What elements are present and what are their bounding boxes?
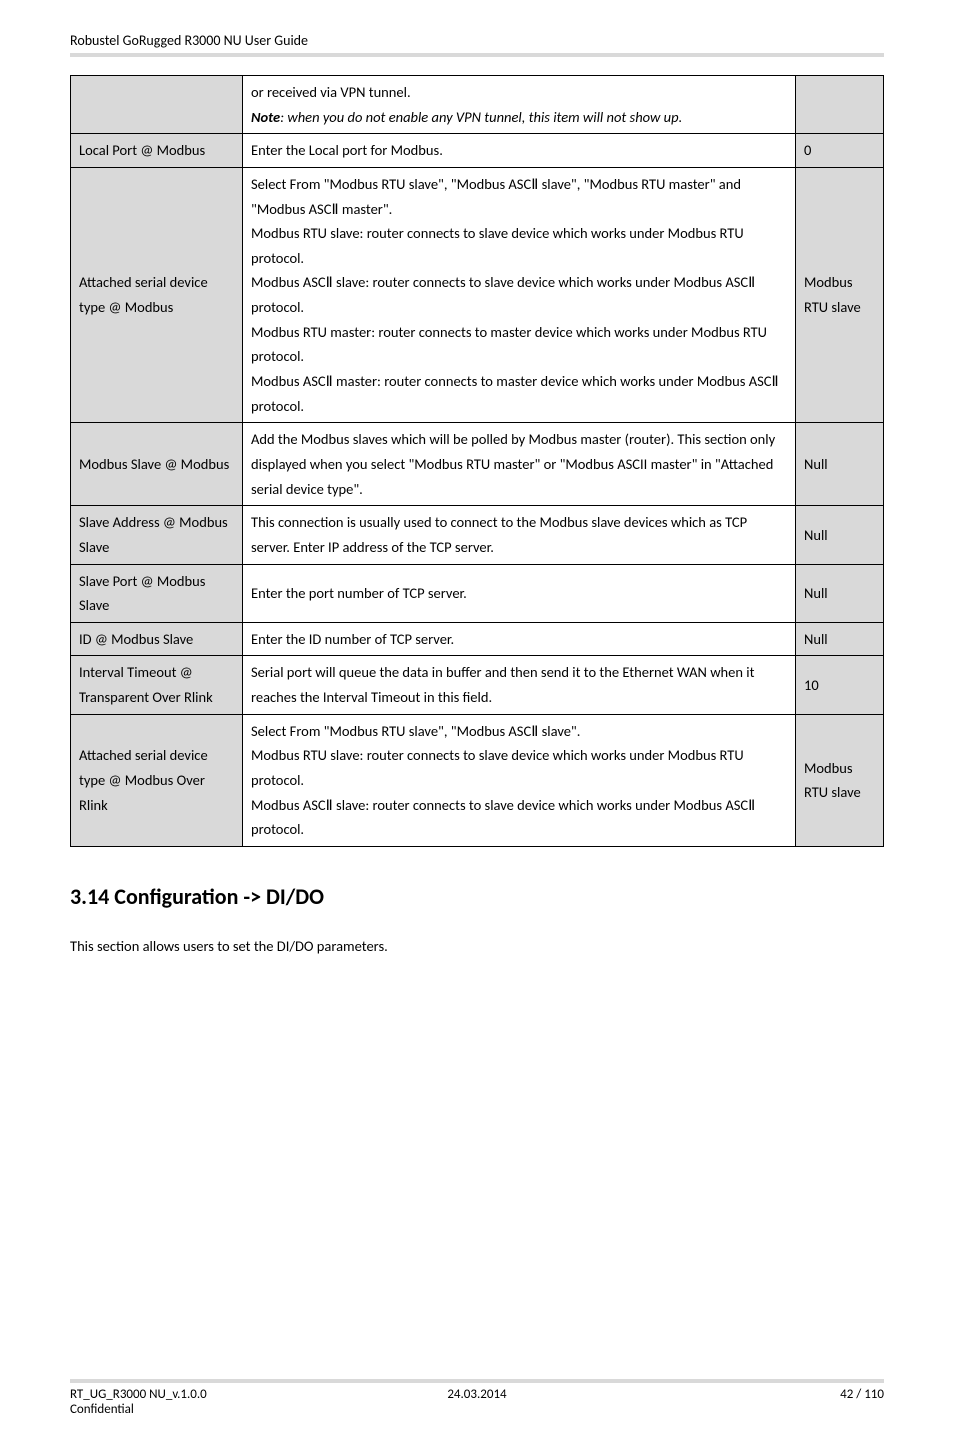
table-body: or received via VPN tunnel.Note: when yo… <box>71 76 884 847</box>
table-cell: Slave Address @ Modbus Slave <box>71 506 243 564</box>
table-row: Attached serial device type @ ModbusSele… <box>71 167 884 422</box>
table-cell: Attached serial device type @ Modbus Ove… <box>71 714 243 846</box>
table-cell: Null <box>796 423 884 506</box>
table-cell: Serial port will queue the data in buffe… <box>243 656 796 714</box>
table-cell: Select From "Modbus RTU slave", "Modbus … <box>243 714 796 846</box>
footer-left-bottom: Confidential <box>70 1402 134 1417</box>
table-cell: Select From "Modbus RTU slave", "Modbus … <box>243 167 796 422</box>
table-cell: Enter the ID number of TCP server. <box>243 622 796 656</box>
table-cell: Null <box>796 622 884 656</box>
table-cell: 10 <box>796 656 884 714</box>
table-cell: Interval Timeout @ Transparent Over Rlin… <box>71 656 243 714</box>
table-cell: This connection is usually used to conne… <box>243 506 796 564</box>
table-cell: ModbusRTU slave <box>796 167 884 422</box>
header-rule <box>70 53 884 57</box>
table-cell <box>796 76 884 134</box>
table-row: or received via VPN tunnel.Note: when yo… <box>71 76 884 134</box>
table-cell: Add the Modbus slaves which will be poll… <box>243 423 796 506</box>
parameter-table: or received via VPN tunnel.Note: when yo… <box>70 75 884 847</box>
page-header: Robustel GoRugged R3000 NU User Guide <box>70 32 884 53</box>
table-cell: Null <box>796 564 884 622</box>
table-row: Interval Timeout @ Transparent Over Rlin… <box>71 656 884 714</box>
page-footer: RT_UG_R3000 NU_v.1.0.0 Confidential 24.0… <box>70 1383 884 1437</box>
table-cell: ModbusRTU slave <box>796 714 884 846</box>
table-cell: 0 <box>796 134 884 168</box>
table-row: Attached serial device type @ Modbus Ove… <box>71 714 884 846</box>
table-cell <box>71 76 243 134</box>
table-cell: ID @ Modbus Slave <box>71 622 243 656</box>
footer-left-top: RT_UG_R3000 NU_v.1.0.0 <box>70 1387 207 1402</box>
table-row: Modbus Slave @ ModbusAdd the Modbus slav… <box>71 423 884 506</box>
section-heading: 3.14 Configuration -> DI/DO <box>70 883 884 910</box>
table-cell: Enter the port number of TCP server. <box>243 564 796 622</box>
table-row: Slave Address @ Modbus SlaveThis connect… <box>71 506 884 564</box>
table-cell: or received via VPN tunnel.Note: when yo… <box>243 76 796 134</box>
table-row: ID @ Modbus SlaveEnter the ID number of … <box>71 622 884 656</box>
table-cell: Enter the Local port for Modbus. <box>243 134 796 168</box>
footer-center: 24.03.2014 <box>341 1387 612 1417</box>
table-cell: Null <box>796 506 884 564</box>
table-row: Local Port @ ModbusEnter the Local port … <box>71 134 884 168</box>
table-cell: Local Port @ Modbus <box>71 134 243 168</box>
table-cell: Attached serial device type @ Modbus <box>71 167 243 422</box>
table-cell: Modbus Slave @ Modbus <box>71 423 243 506</box>
footer-right: 42 / 110 <box>613 1387 884 1417</box>
section-body: This section allows users to set the DI/… <box>70 934 884 959</box>
table-row: Slave Port @ Modbus SlaveEnter the port … <box>71 564 884 622</box>
table-cell: Slave Port @ Modbus Slave <box>71 564 243 622</box>
